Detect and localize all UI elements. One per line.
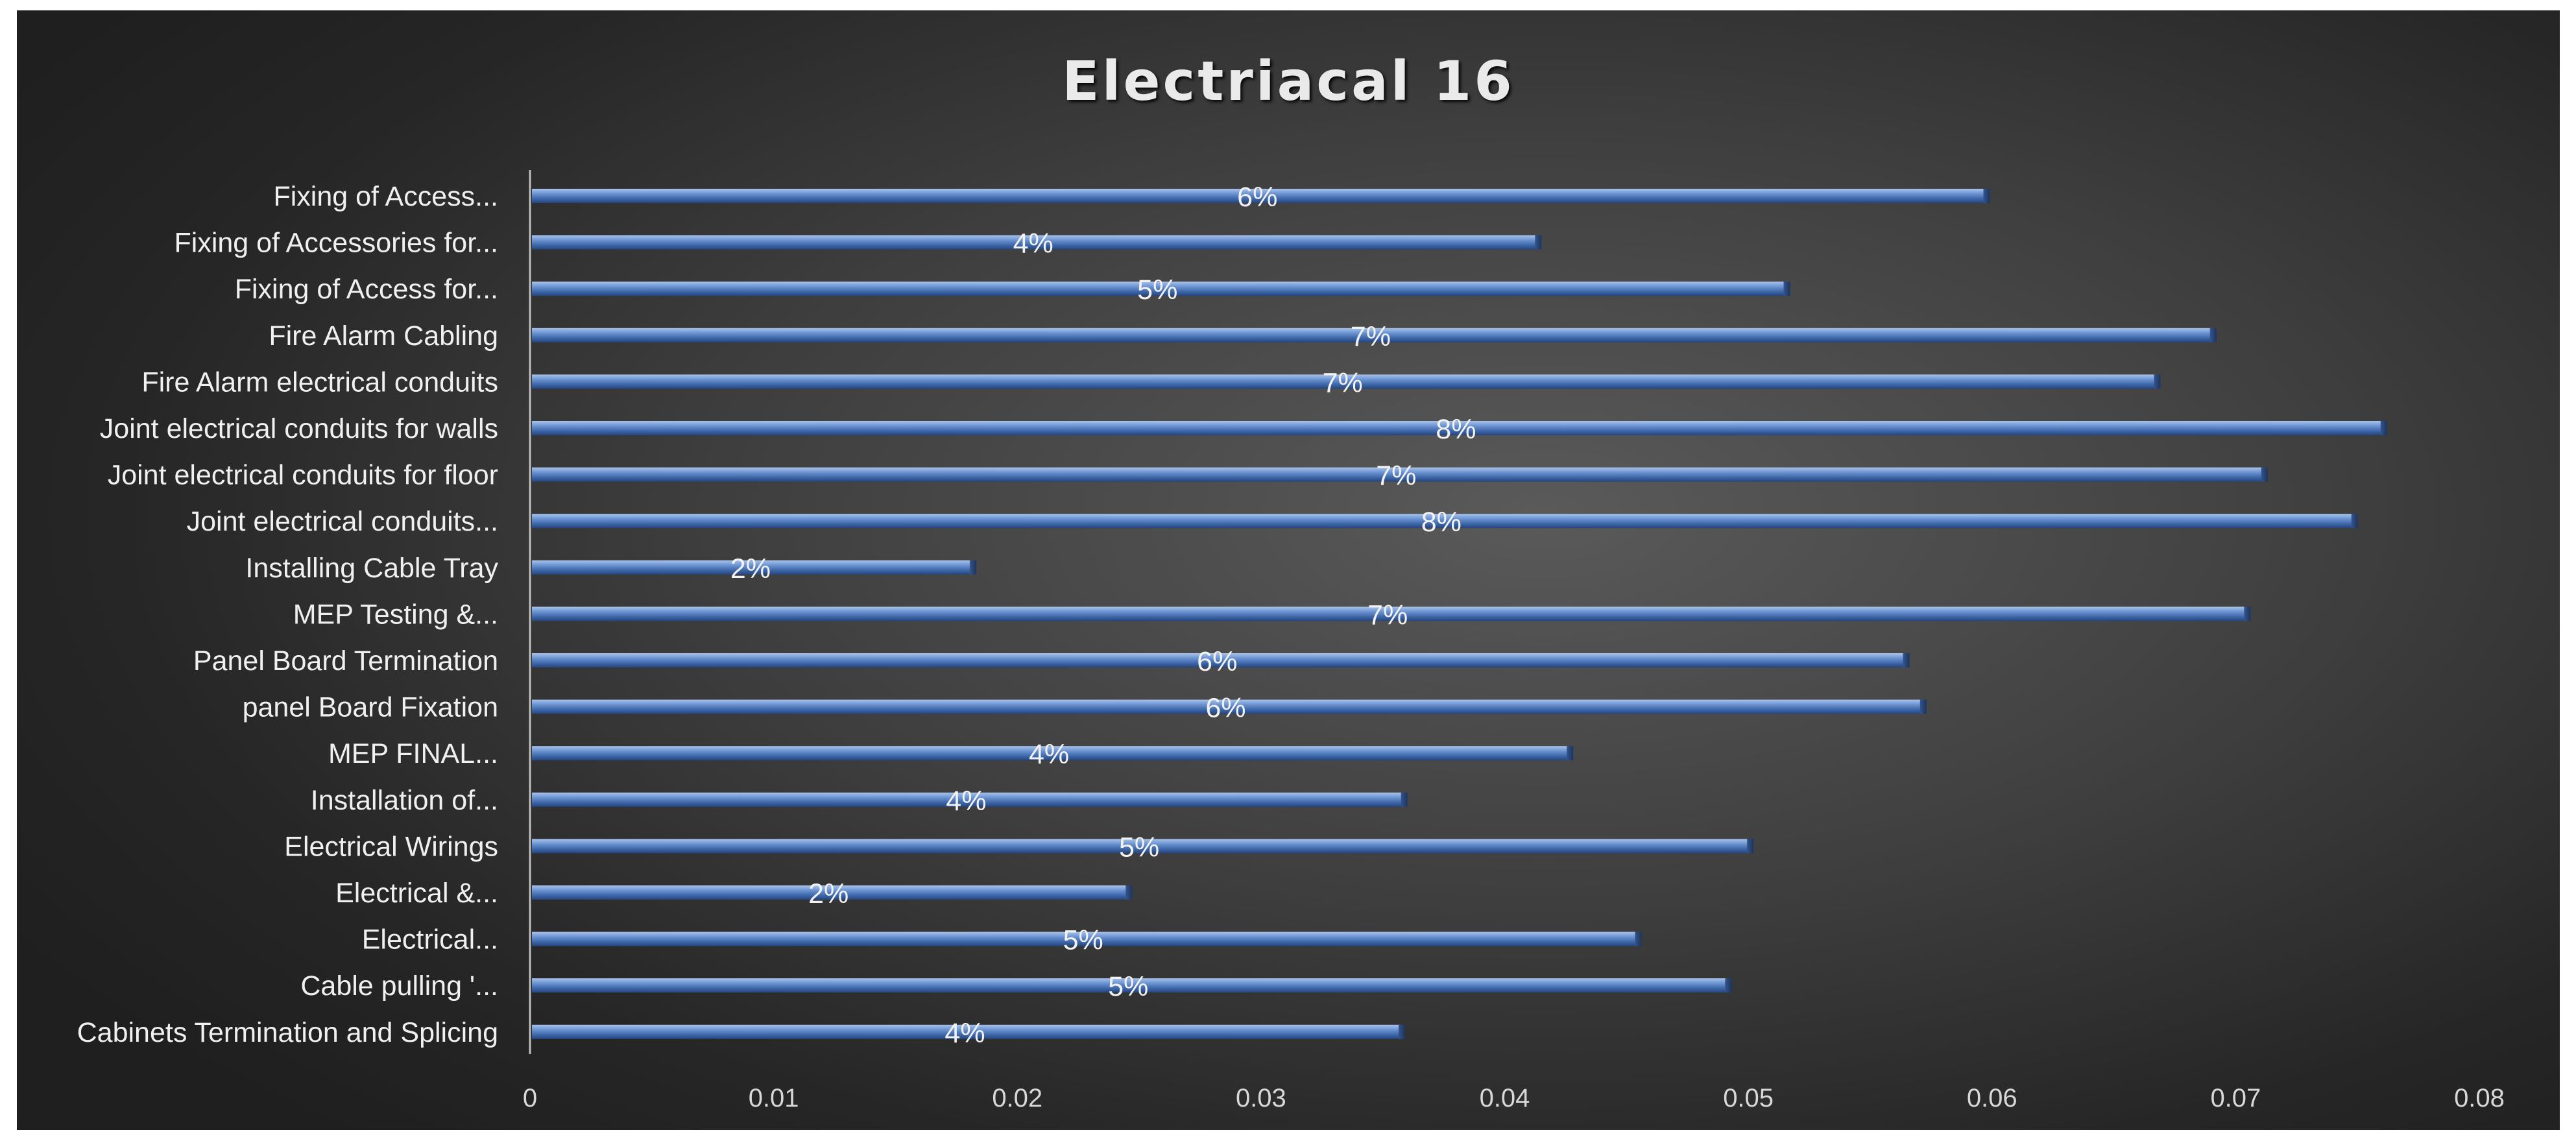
category-label: panel Board Fixation — [243, 692, 498, 723]
x-tick-label: 0.04 — [1480, 1084, 1530, 1112]
bar — [532, 978, 1727, 993]
data-label: 7% — [1351, 321, 1391, 352]
data-label: 2% — [808, 878, 849, 909]
bar — [532, 514, 2353, 529]
bar-end-cap — [1983, 189, 1990, 203]
bar-end-cap — [2261, 467, 2268, 482]
category-label: Cable pulling '... — [300, 970, 498, 1002]
category-label: Installation of... — [311, 785, 498, 816]
category-label: Panel Board Termination — [193, 645, 498, 677]
bar — [532, 328, 2211, 342]
category-label: Joint electrical conduits... — [187, 506, 498, 537]
x-tick-label: 0.02 — [992, 1084, 1042, 1112]
data-label: 5% — [1108, 971, 1148, 1002]
category-label: Electrical... — [362, 924, 498, 955]
data-label: 2% — [730, 553, 771, 584]
data-label: 5% — [1063, 925, 1103, 956]
bar-end-cap — [2244, 607, 2251, 621]
bar-end-cap — [2351, 514, 2358, 529]
data-label: 7% — [1367, 599, 1408, 631]
bar-end-cap — [1398, 1024, 1405, 1039]
data-label: 8% — [1421, 507, 1462, 538]
data-label: 6% — [1197, 646, 1237, 677]
bar-end-cap — [969, 560, 976, 575]
x-tick-label: 0.08 — [2454, 1084, 2505, 1112]
bar-end-cap — [1635, 931, 1642, 946]
data-label: 4% — [1029, 739, 1069, 770]
bar-end-cap — [1567, 746, 1574, 761]
bar-end-cap — [1725, 978, 1732, 993]
bar — [532, 607, 2246, 621]
category-label: Electrical Wirings — [284, 831, 498, 862]
bar — [532, 282, 1785, 296]
category-label: Joint electrical conduits for walls — [100, 413, 498, 444]
data-label: 8% — [1436, 414, 1476, 445]
category-label: MEP FINAL... — [328, 738, 498, 769]
bar-end-cap — [1747, 839, 1754, 854]
bar — [532, 885, 1127, 900]
category-label: MEP Testing &... — [293, 599, 498, 630]
data-label: 6% — [1237, 182, 1277, 213]
category-label: Cabinets Termination and Splicing — [77, 1017, 498, 1048]
category-label: Fixing of Access for... — [235, 274, 498, 305]
bar — [532, 746, 1569, 761]
bar-end-cap — [2209, 328, 2217, 342]
bar-end-cap — [1535, 235, 1542, 250]
x-tick-label: 0 — [523, 1084, 537, 1112]
data-label: 7% — [1376, 461, 1416, 492]
bar — [532, 653, 1905, 667]
chart-title: Electriacal 16 — [1062, 49, 1515, 113]
bar-end-cap — [1401, 792, 1408, 807]
category-label: Electrical &... — [335, 878, 498, 909]
category-label: Fire Alarm electrical conduits — [141, 366, 498, 398]
category-label: Joint electrical conduits for floor — [108, 460, 498, 491]
bar-end-cap — [2380, 421, 2387, 435]
category-label: Fire Alarm Cabling — [269, 320, 498, 352]
bar-end-cap — [2154, 374, 2161, 389]
x-tick-label: 0.03 — [1236, 1084, 1286, 1112]
category-label: Installing Cable Tray — [245, 553, 498, 584]
bar — [532, 1024, 1400, 1039]
bar — [532, 374, 2156, 389]
bar — [532, 467, 2263, 482]
data-label: 4% — [1013, 228, 1053, 259]
category-label: Fixing of Access... — [273, 181, 498, 212]
category-label: Fixing of Accessories for... — [175, 228, 498, 259]
bar — [532, 699, 1921, 714]
bar-end-cap — [1125, 885, 1133, 900]
bar-end-cap — [1903, 653, 1910, 667]
data-label: 5% — [1119, 832, 1159, 863]
bar — [532, 560, 971, 575]
data-label: 4% — [946, 786, 986, 817]
x-tick-label: 0.06 — [1967, 1084, 2017, 1112]
x-tick-label: 0.01 — [749, 1084, 799, 1112]
bar — [532, 421, 2382, 435]
data-label: 7% — [1323, 367, 1363, 398]
bar — [532, 792, 1402, 807]
x-tick-label: 0.07 — [2210, 1084, 2261, 1112]
bar — [532, 839, 1749, 854]
data-label: 5% — [1137, 274, 1177, 306]
bar-end-cap — [1920, 699, 1927, 714]
bar-end-cap — [1783, 282, 1790, 296]
bar — [532, 235, 1537, 250]
data-label: 6% — [1205, 693, 1246, 724]
x-tick-label: 0.05 — [1723, 1084, 1774, 1112]
bar — [532, 931, 1637, 946]
bar — [532, 189, 1985, 203]
data-label: 4% — [945, 1018, 985, 1049]
